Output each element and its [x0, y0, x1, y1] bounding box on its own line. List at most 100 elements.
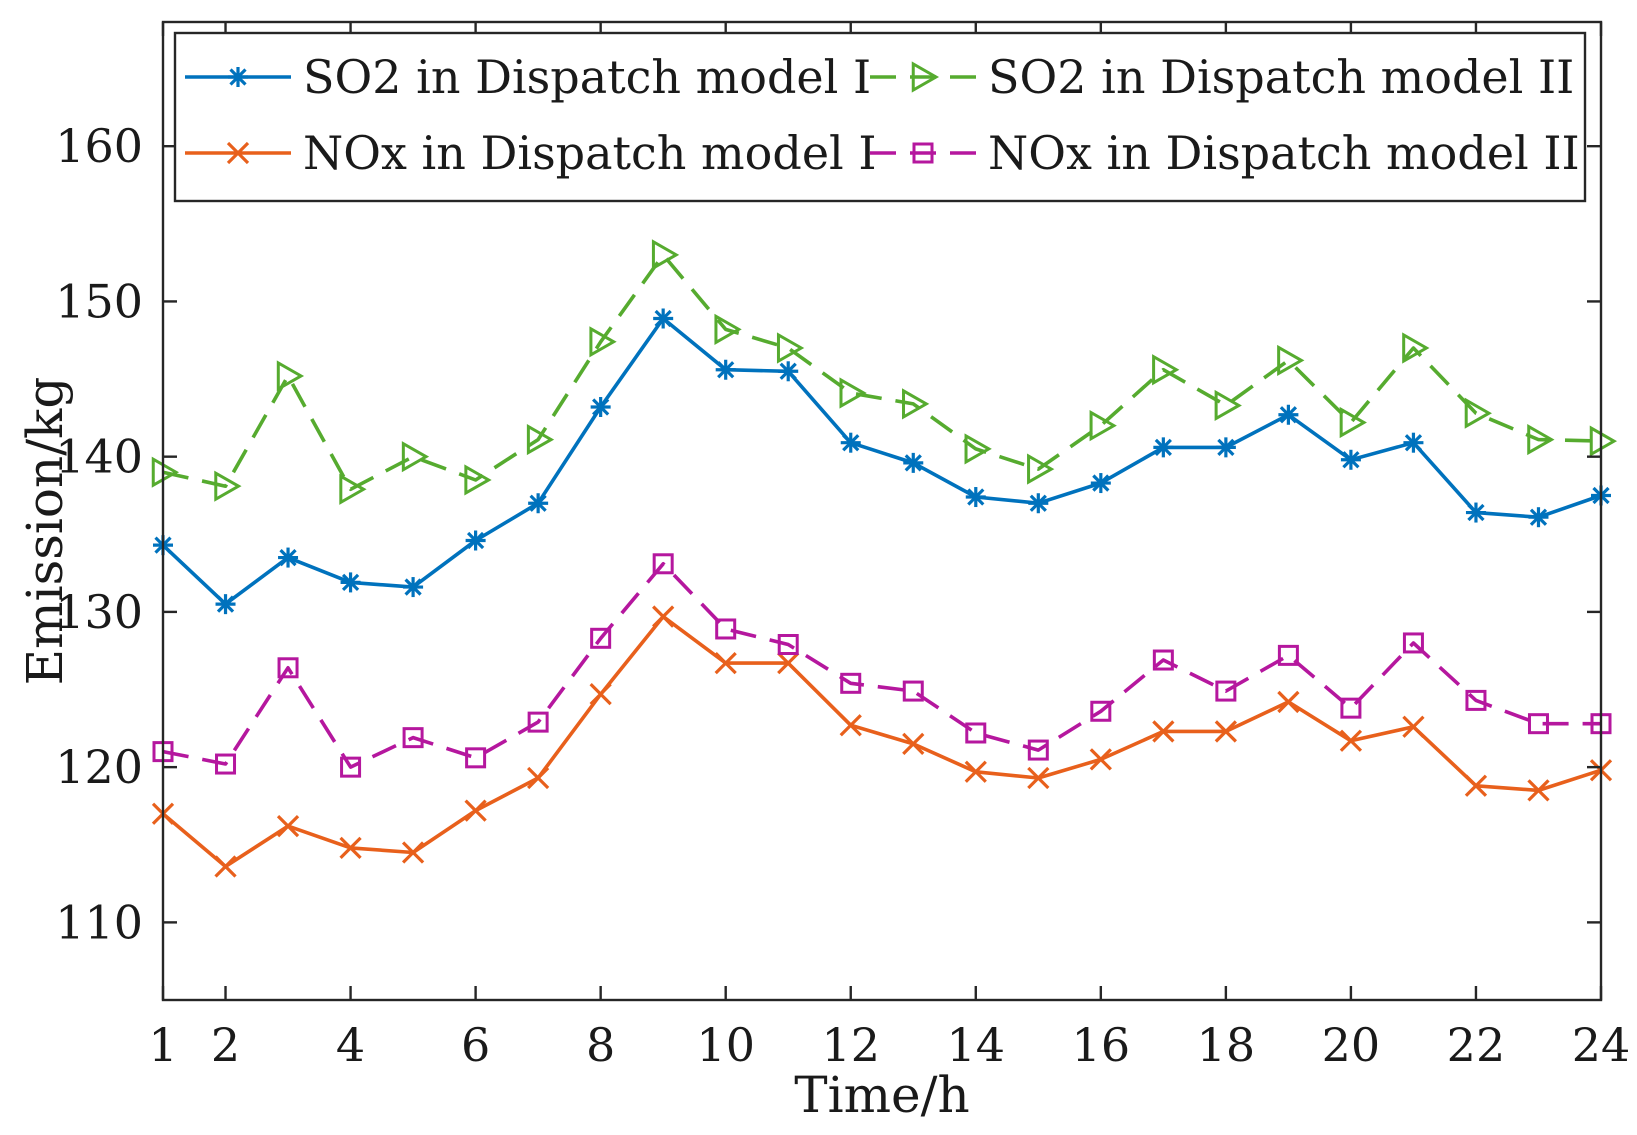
y-axis-label: Emission/kg [16, 377, 74, 686]
x-tick-label: 2 [211, 1018, 240, 1072]
data-point [1278, 404, 1299, 425]
data-point [652, 605, 675, 628]
data-point [1152, 354, 1180, 386]
series-3 [151, 605, 1613, 878]
data-point [778, 361, 799, 382]
axes-box [161, 20, 1603, 1002]
data-point [401, 841, 425, 864]
data-point [1339, 729, 1363, 752]
data-point [590, 396, 611, 417]
x-tick-label: 4 [336, 1018, 365, 1072]
data-point [1527, 779, 1550, 802]
data-point [1153, 437, 1174, 458]
x-tick-label: 24 [1572, 1018, 1631, 1072]
legend-entry-4: NOx in Dispatch model II [870, 126, 1580, 180]
data-point [339, 473, 367, 505]
legend-label: NOx in Dispatch model I [303, 126, 877, 180]
data-point [1403, 432, 1424, 453]
data-point [1402, 715, 1425, 738]
legend-entry-2: SO2 in Dispatch model II [870, 50, 1574, 104]
data-point [840, 672, 862, 694]
data-point [151, 456, 180, 488]
data-point [339, 836, 362, 859]
series-1 [153, 308, 1611, 615]
data-point [651, 239, 680, 271]
legend-entry-3: NOx in Dispatch model I [185, 126, 877, 180]
data-point [277, 657, 299, 679]
x-tick-label: 20 [1322, 1018, 1381, 1072]
y-tick-label: 120 [55, 740, 143, 794]
data-point [465, 747, 487, 769]
data-point [1402, 632, 1424, 654]
data-point [1027, 453, 1055, 485]
data-point [1589, 425, 1618, 457]
data-point [1215, 680, 1237, 702]
x-tick-label: 6 [461, 1018, 490, 1072]
x-tick-label: 22 [1447, 1018, 1506, 1072]
x-tick-label: 8 [586, 1018, 615, 1072]
data-point [776, 332, 805, 364]
data-point [1340, 697, 1362, 719]
legend-label: NOx in Dispatch model II [988, 126, 1580, 180]
data-point [1527, 713, 1549, 735]
data-point [215, 594, 236, 615]
data-point [902, 388, 930, 420]
legend-entry-1: SO2 in Dispatch model I [185, 50, 871, 104]
data-point [903, 452, 924, 473]
data-point [1028, 493, 1049, 514]
data-point [714, 652, 737, 675]
data-point [276, 360, 305, 392]
y-tick-label: 140 [55, 430, 143, 484]
data-point [839, 714, 862, 737]
data-point [714, 313, 742, 345]
data-point [964, 760, 987, 783]
y-tick-label: 150 [55, 274, 143, 328]
data-point [276, 815, 300, 838]
data-point [1214, 720, 1238, 743]
data-point [1090, 473, 1111, 494]
data-point [1527, 424, 1555, 456]
data-point [1089, 748, 1112, 771]
series-2 [151, 239, 1618, 505]
data-point [839, 377, 867, 409]
data-point [1464, 397, 1492, 429]
data-point [777, 652, 800, 675]
data-point [464, 799, 487, 822]
legend-box [173, 31, 1587, 203]
legend: SO2 in Dispatch model I SO2 in Dispatch m… [173, 31, 1587, 203]
x-axis-label: Time/h [794, 1066, 969, 1124]
data-point [402, 727, 424, 749]
data-point [1152, 649, 1174, 671]
data-point [1528, 507, 1549, 528]
x-tick-label: 10 [696, 1018, 755, 1072]
data-point [1215, 437, 1236, 458]
data-point [1402, 332, 1430, 364]
data-point [1277, 344, 1305, 377]
data-point [652, 553, 674, 575]
data-point [965, 487, 986, 508]
data-point [464, 464, 492, 496]
data-point [1339, 406, 1367, 439]
data-point [401, 441, 430, 473]
data-point [840, 432, 861, 453]
data-point [526, 766, 550, 790]
x-tick-label: 12 [821, 1018, 880, 1072]
data-point [215, 753, 237, 775]
data-point [777, 634, 799, 656]
legend-marker [228, 67, 248, 87]
data-point [1465, 689, 1487, 711]
x-tick-label: 16 [1072, 1018, 1131, 1072]
series-line [162, 561, 1601, 769]
legend-marker [912, 142, 934, 164]
data-point [590, 627, 612, 649]
data-point [1277, 644, 1299, 666]
legend-label: SO2 in Dispatch model II [988, 50, 1574, 104]
legend-marker [226, 141, 250, 165]
legend-label: SO2 in Dispatch model I [303, 50, 871, 104]
data-point [1027, 739, 1049, 761]
data-point [964, 433, 992, 465]
data-point [340, 572, 361, 593]
y-tick-label: 130 [55, 585, 143, 639]
